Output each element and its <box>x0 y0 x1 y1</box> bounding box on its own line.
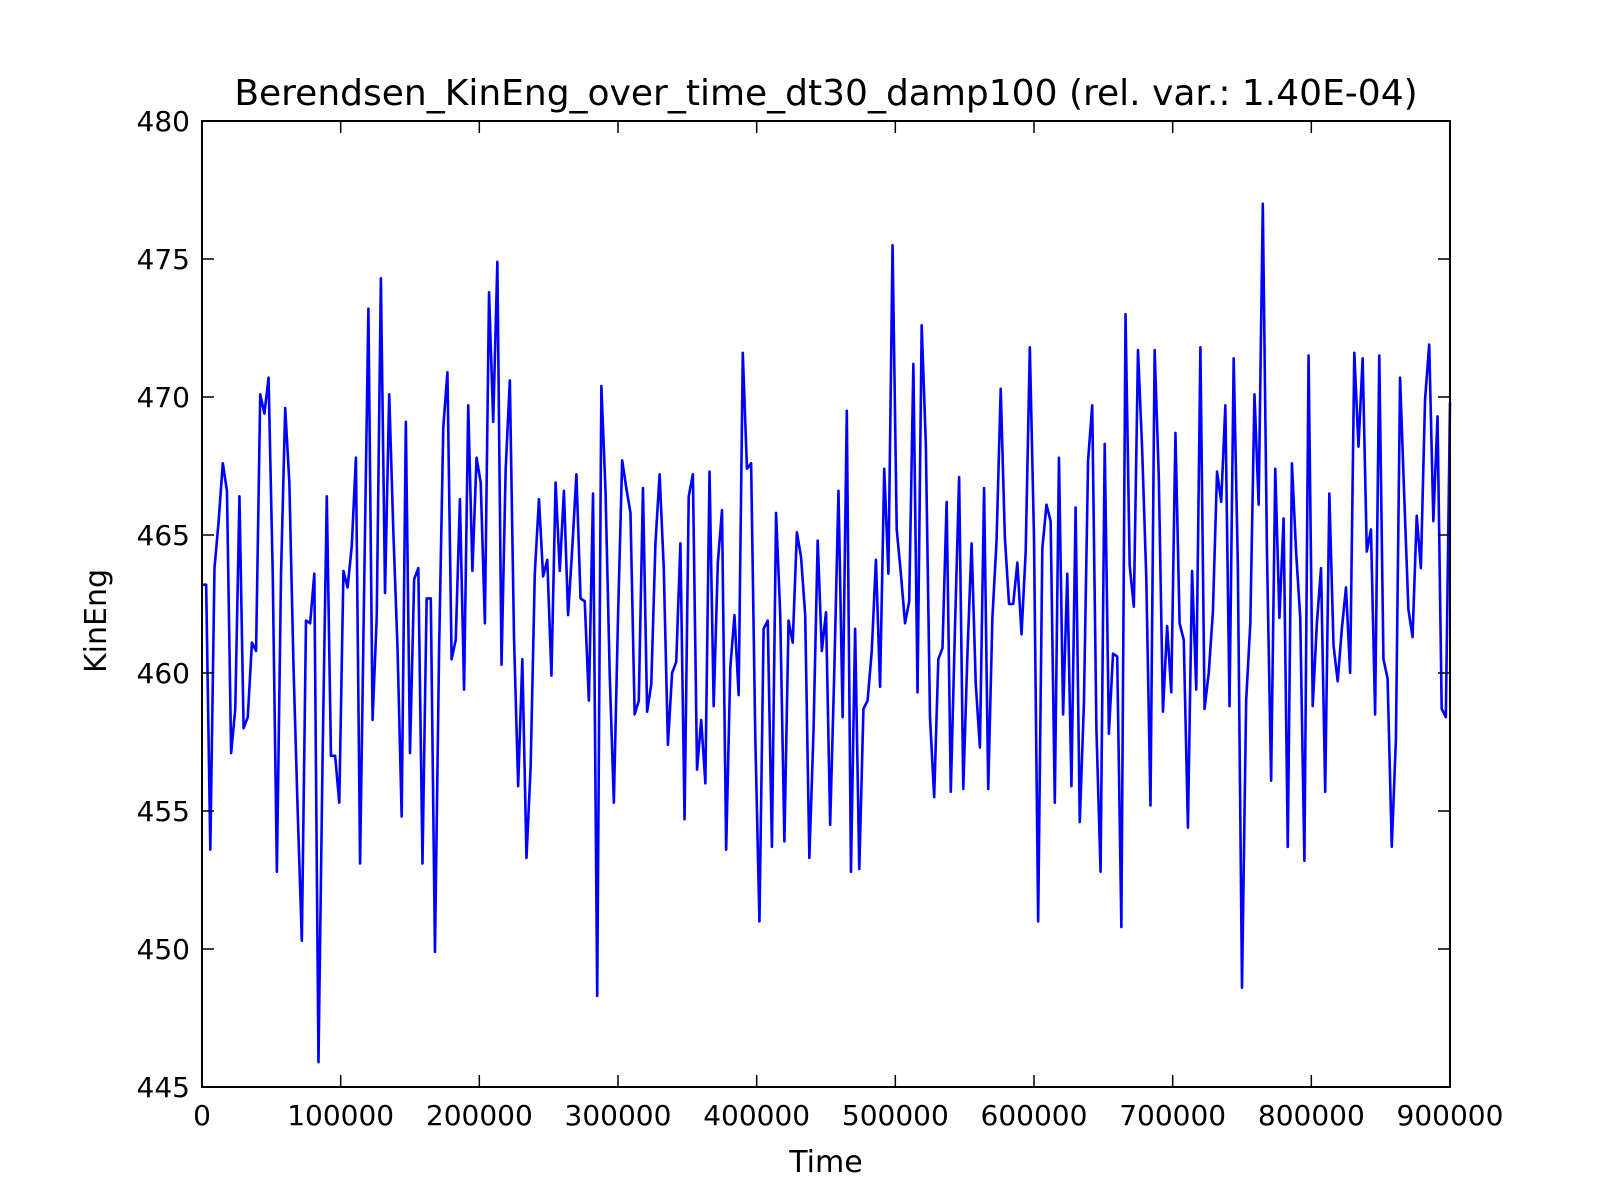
y-tick-label: 465 <box>137 519 190 552</box>
x-axis-label: Time <box>788 1145 862 1180</box>
x-tick-label: 900000 <box>1397 1099 1504 1132</box>
x-tick-label: 200000 <box>426 1099 533 1132</box>
chart-title: Berendsen_KinEng_over_time_dt30_damp100 … <box>234 73 1417 114</box>
y-tick-label: 480 <box>137 105 190 138</box>
y-axis: 445 450 455 460 465 470 475 480 <box>137 105 1450 1104</box>
y-tick-label: 475 <box>137 243 190 276</box>
plot-frame <box>201 120 1451 1088</box>
y-tick-label: 445 <box>137 1071 190 1104</box>
plot-area <box>201 120 1452 1088</box>
y-tick-label: 450 <box>137 933 190 966</box>
x-tick-label: 0 <box>193 1099 211 1132</box>
y-tick-label: 455 <box>137 795 190 828</box>
x-tick-label: 800000 <box>1258 1099 1365 1132</box>
series-line-0 <box>202 202 1452 1064</box>
x-tick-label: 700000 <box>1119 1099 1226 1132</box>
x-axis: 0 100000 200000 300000 400000 500000 600000 700… <box>193 121 1503 1132</box>
x-tick-label: 300000 <box>565 1099 672 1132</box>
y-tick-label: 470 <box>137 381 190 414</box>
y-tick-label: 460 <box>137 657 190 690</box>
y-axis-label: KinEng <box>79 569 114 673</box>
x-tick-label: 400000 <box>703 1099 810 1132</box>
x-tick-label: 600000 <box>981 1099 1088 1132</box>
x-tick-label: 100000 <box>287 1099 394 1132</box>
x-tick-label: 500000 <box>842 1099 949 1132</box>
